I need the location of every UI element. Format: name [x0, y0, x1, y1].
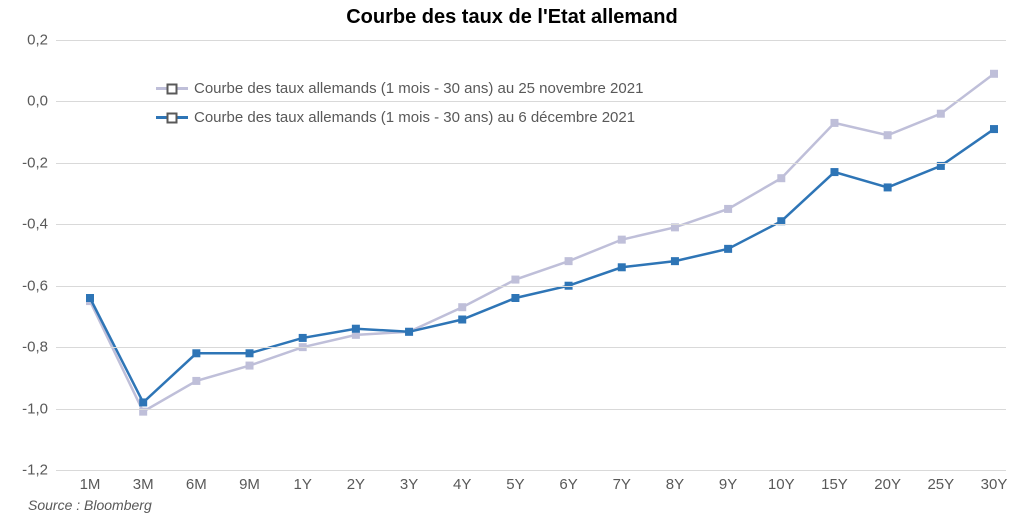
y-axis-label: -1,0 — [22, 400, 48, 417]
x-axis-label: 5Y — [506, 476, 524, 493]
series-marker — [512, 295, 519, 302]
series-marker — [246, 350, 253, 357]
x-axis-label: 15Y — [821, 476, 848, 493]
series-marker — [991, 126, 998, 133]
series-marker — [991, 70, 998, 77]
x-axis-label: 1M — [80, 476, 101, 493]
x-axis-label: 30Y — [981, 476, 1008, 493]
source-label: Source : Bloomberg — [28, 497, 152, 513]
gridline — [56, 40, 1006, 41]
series-marker — [778, 175, 785, 182]
x-axis-label: 7Y — [613, 476, 631, 493]
series-marker — [459, 304, 466, 311]
series-marker — [406, 328, 413, 335]
series-marker — [725, 245, 732, 252]
series-marker — [725, 205, 732, 212]
y-axis-label: -0,2 — [22, 154, 48, 171]
x-axis-label: 6Y — [559, 476, 577, 493]
x-axis-label: 6M — [186, 476, 207, 493]
y-axis-label: 0,2 — [27, 32, 48, 49]
x-axis-label: 4Y — [453, 476, 471, 493]
chart-title: Courbe des taux de l'Etat allemand — [0, 6, 1024, 29]
series-marker — [512, 276, 519, 283]
x-axis-label: 2Y — [347, 476, 365, 493]
x-axis-label: 3Y — [400, 476, 418, 493]
x-axis-label: 3M — [133, 476, 154, 493]
series-marker — [299, 334, 306, 341]
y-axis-label: -1,2 — [22, 462, 48, 479]
x-axis-label: 10Y — [768, 476, 795, 493]
legend: Courbe des taux allemands (1 mois - 30 a… — [156, 80, 643, 138]
legend-swatch — [156, 87, 188, 90]
series-marker — [618, 264, 625, 271]
gridline — [56, 470, 1006, 471]
x-axis-label: 9M — [239, 476, 260, 493]
legend-item-0: Courbe des taux allemands (1 mois - 30 a… — [156, 80, 643, 97]
series-marker — [246, 362, 253, 369]
series-marker — [193, 377, 200, 384]
series-marker — [884, 184, 891, 191]
legend-item-1: Courbe des taux allemands (1 mois - 30 a… — [156, 109, 643, 126]
series-marker — [671, 258, 678, 265]
legend-label: Courbe des taux allemands (1 mois - 30 a… — [194, 80, 643, 97]
series-marker — [937, 110, 944, 117]
series-marker — [884, 132, 891, 139]
series-marker — [459, 316, 466, 323]
series-marker — [140, 399, 147, 406]
x-axis-label: 9Y — [719, 476, 737, 493]
series-marker — [87, 295, 94, 302]
series-marker — [352, 325, 359, 332]
gridline — [56, 409, 1006, 410]
y-axis-label: -0,8 — [22, 339, 48, 356]
series-marker — [831, 119, 838, 126]
gridline — [56, 347, 1006, 348]
series-marker — [831, 169, 838, 176]
gridline — [56, 286, 1006, 287]
series-line-1 — [90, 129, 994, 402]
plot-area: Courbe des taux allemands (1 mois - 30 a… — [56, 40, 1006, 470]
legend-label: Courbe des taux allemands (1 mois - 30 a… — [194, 109, 635, 126]
legend-swatch — [156, 116, 188, 119]
x-axis-label: 1Y — [294, 476, 312, 493]
y-axis-label: 0,0 — [27, 93, 48, 110]
y-axis-label: -0,6 — [22, 277, 48, 294]
series-marker — [618, 236, 625, 243]
gridline — [56, 163, 1006, 164]
y-axis-label: -0,4 — [22, 216, 48, 233]
x-axis-label: 25Y — [927, 476, 954, 493]
series-marker — [193, 350, 200, 357]
gridline — [56, 224, 1006, 225]
yield-curve-chart: Courbe des taux de l'Etat allemand Courb… — [0, 0, 1024, 515]
series-marker — [565, 258, 572, 265]
x-axis-label: 20Y — [874, 476, 901, 493]
gridline — [56, 101, 1006, 102]
x-axis-label: 8Y — [666, 476, 684, 493]
